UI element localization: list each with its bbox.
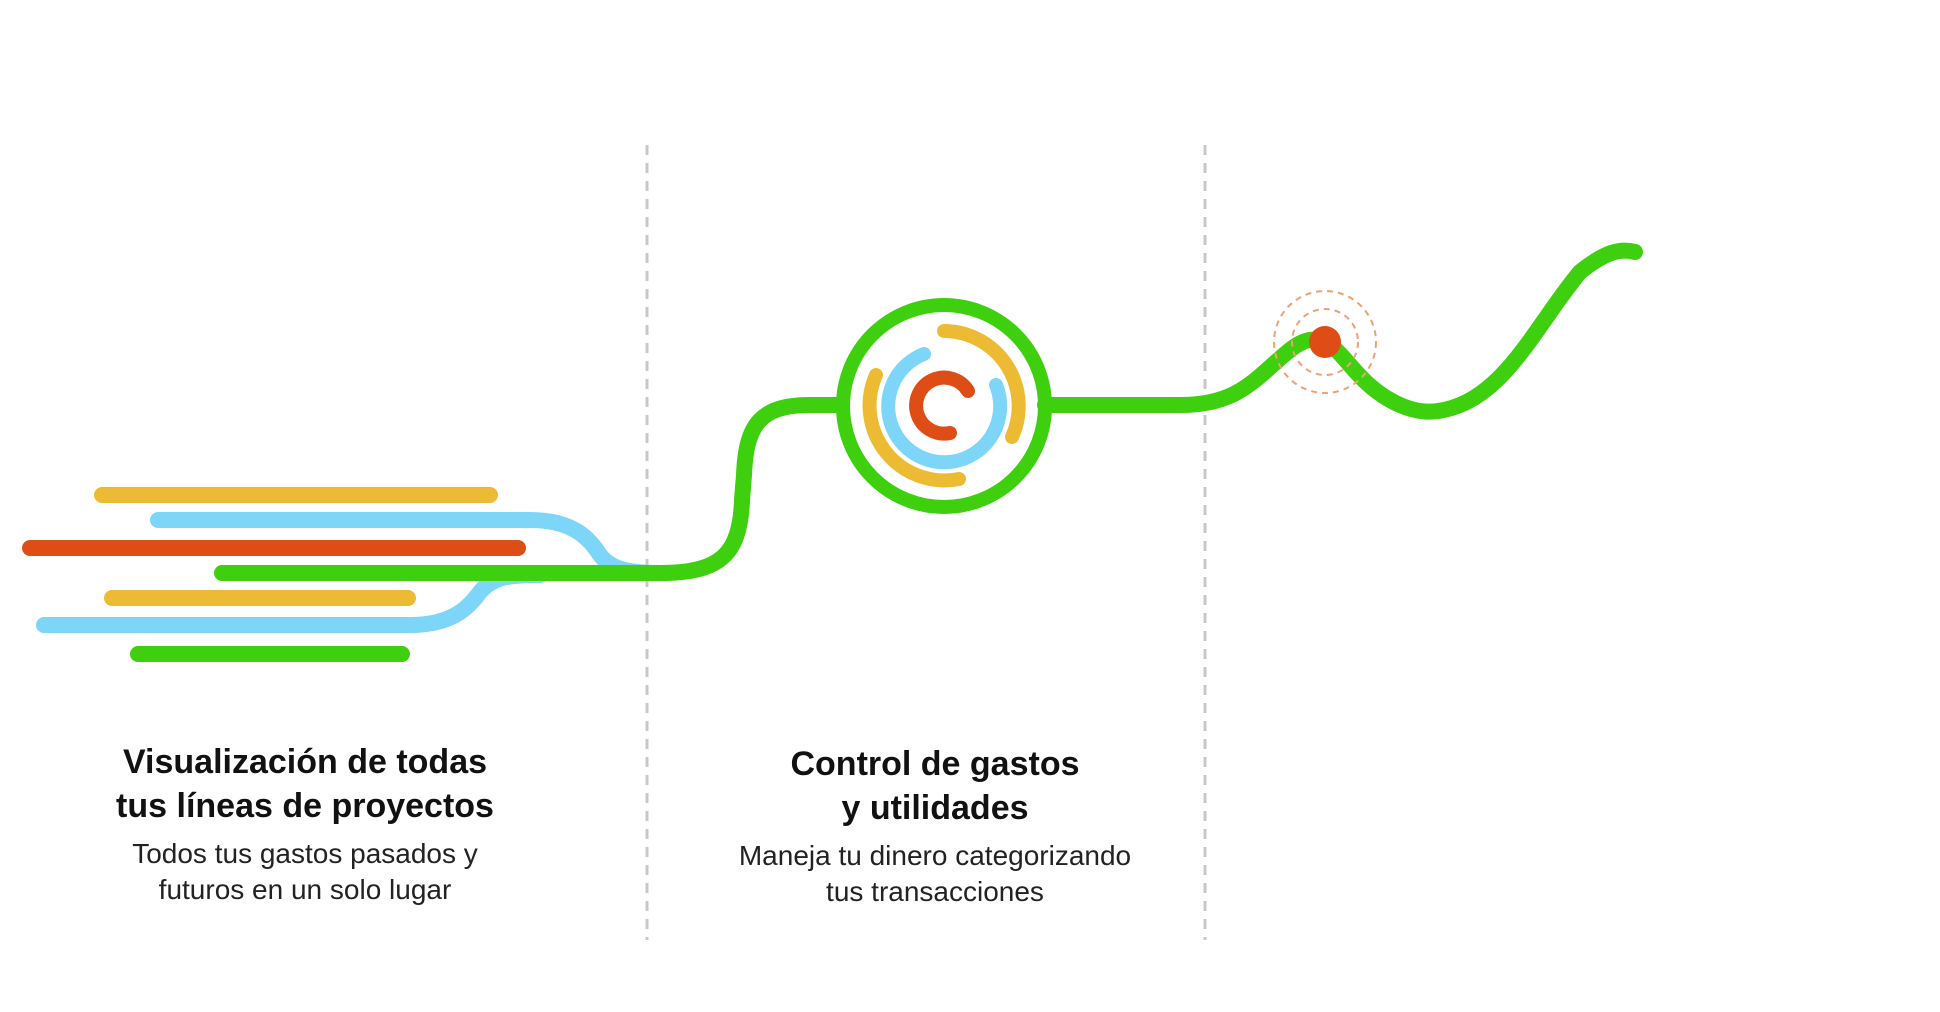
section-2-title: Control de gastos y utilidades [790,745,1080,827]
section-expense-control: Control de gastos y utilidades Maneja tu… [720,742,1150,910]
main-green-path [214,242,1643,581]
section-project-lines: Visualización de todas tus líneas de pro… [90,740,520,908]
pulse-dot-icon [1273,290,1377,394]
section-1-title: Visualización de todas tus líneas de pro… [116,743,494,825]
section-1-description: Todos tus gastos pasados y futuros en un… [132,838,478,905]
concentric-arcs-icon [836,298,1052,514]
section-2-description: Maneja tu dinero categorizando tus trans… [738,840,1132,907]
